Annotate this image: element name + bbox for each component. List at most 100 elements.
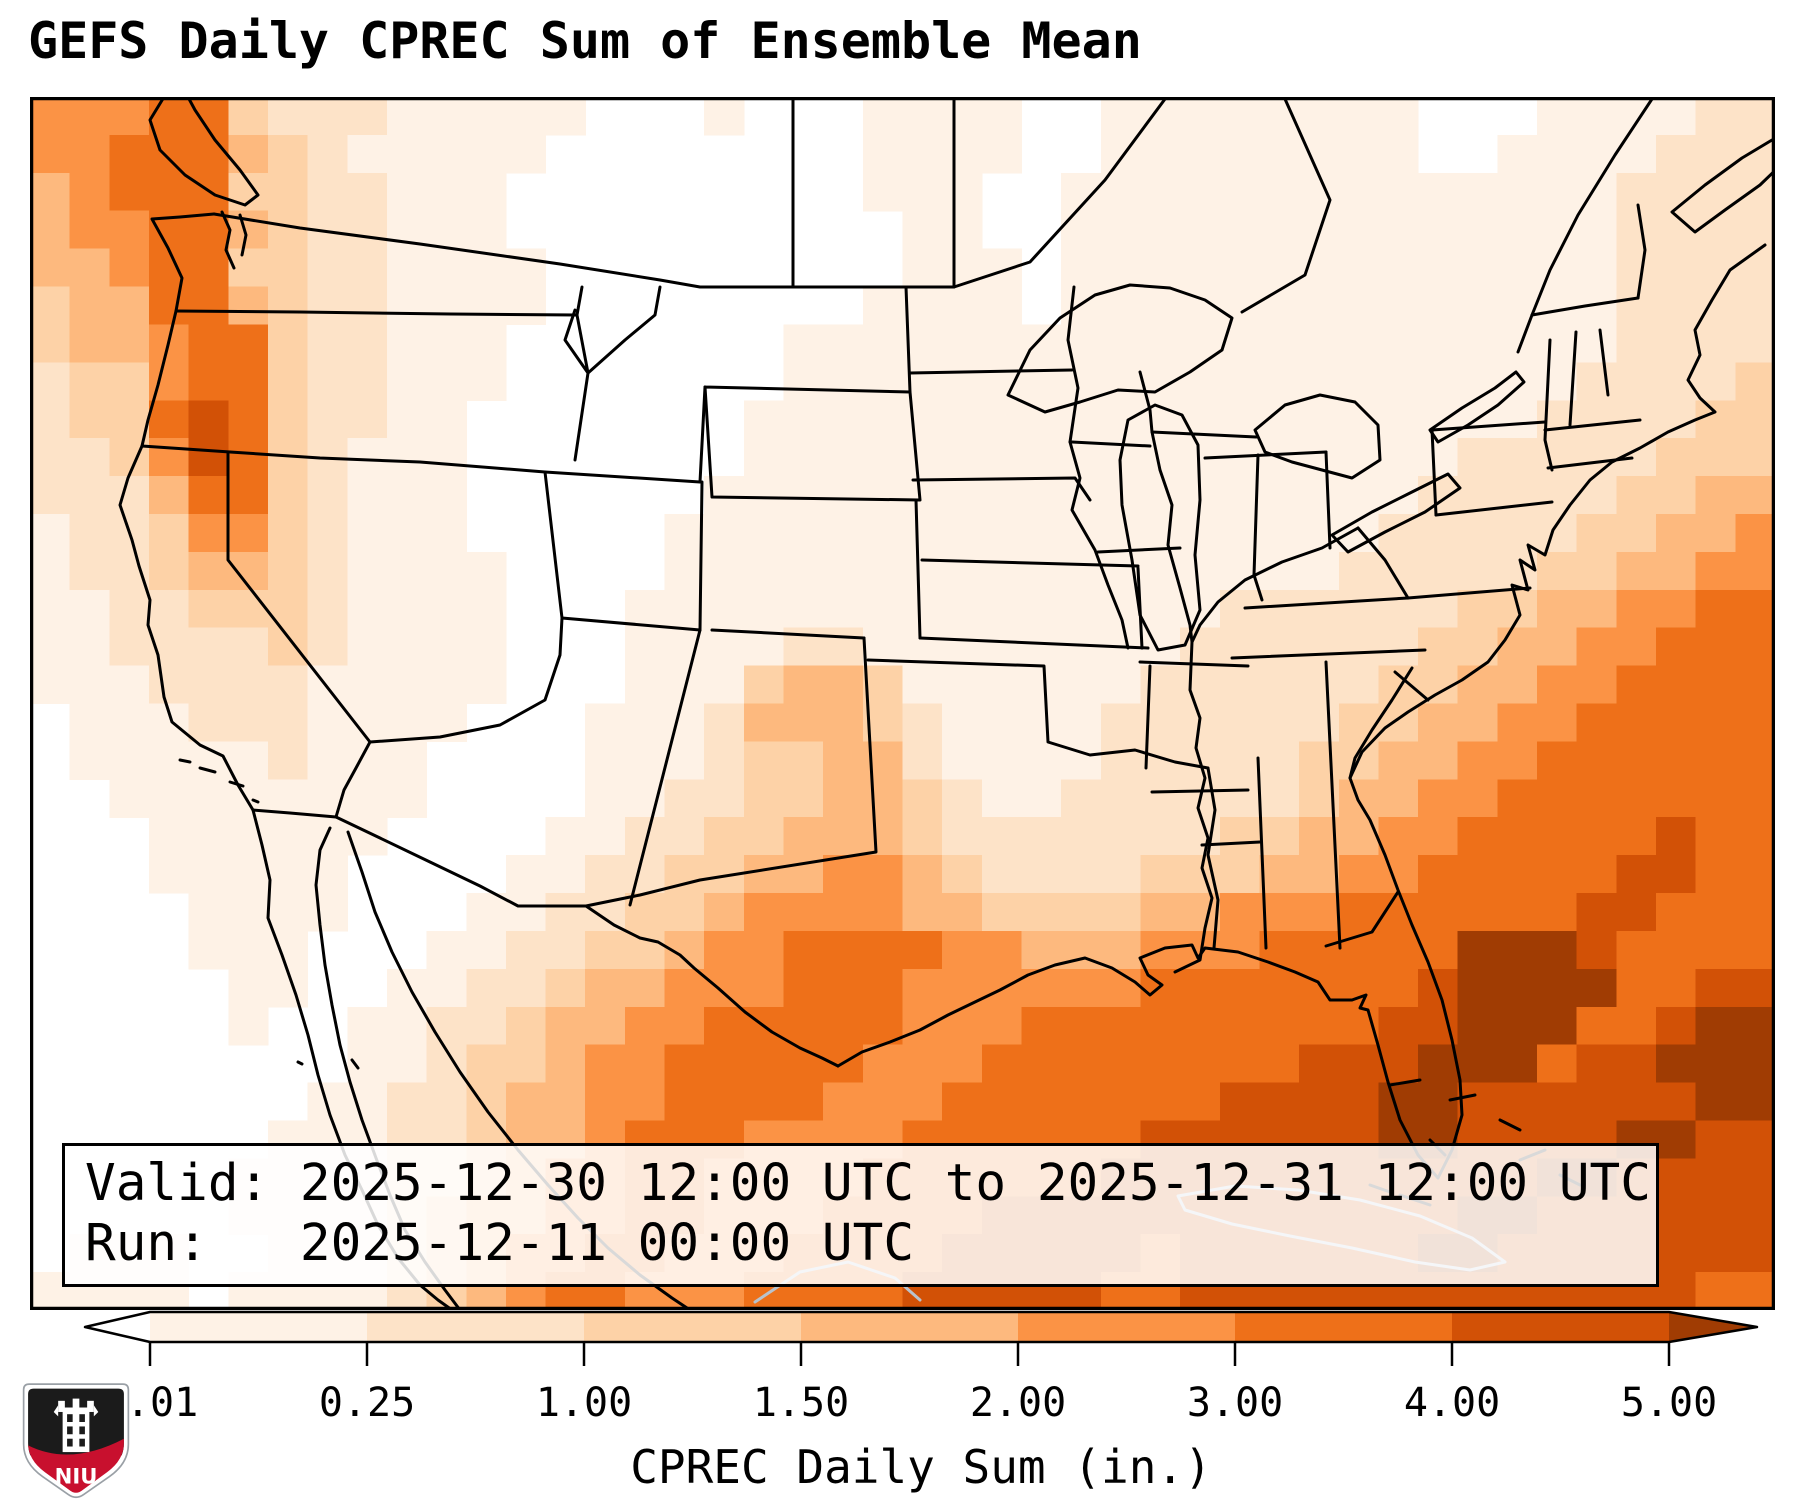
- precip-cell: [545, 1082, 586, 1122]
- precip-cell: [1576, 438, 1617, 477]
- precip-cell: [267, 741, 309, 780]
- precip-cell: [862, 893, 904, 932]
- precip-cell: [783, 324, 824, 363]
- precip-cell: [188, 703, 229, 743]
- precip-cell: [1338, 438, 1380, 477]
- precip-cell: [1140, 817, 1181, 856]
- precip-cell: [30, 513, 71, 553]
- precip-cell: [862, 134, 904, 174]
- precip-cell: [1299, 741, 1340, 780]
- precip-cell: [942, 1082, 983, 1122]
- precip-cell: [505, 248, 547, 288]
- precip-cell: [109, 551, 150, 591]
- precip-cell: [704, 779, 745, 818]
- precip-cell: [1457, 362, 1498, 401]
- precip-cell: [1378, 779, 1419, 818]
- precip-cell: [188, 589, 229, 629]
- precip-cell: [942, 400, 983, 439]
- precip-cell: [386, 1006, 428, 1046]
- id-west-border: [563, 285, 590, 462]
- precip-cell: [347, 513, 388, 553]
- precip-cell: [1497, 324, 1538, 363]
- info-box: Valid: 2025-12-30 12:00 UTC to 2025-12-3…: [62, 1143, 1659, 1287]
- precip-cell: [664, 817, 705, 856]
- precip-cell: [347, 476, 388, 515]
- precip-cell: [1616, 210, 1657, 250]
- precip-cell: [267, 855, 309, 894]
- precip-cell: [267, 210, 309, 250]
- precip-cell: [1180, 665, 1221, 705]
- precip-cell: [228, 589, 269, 629]
- precip-cell: [1418, 930, 1459, 970]
- precip-cell: [1656, 627, 1697, 667]
- precip-cell: [942, 134, 983, 174]
- precip-cell: [704, 665, 745, 705]
- ar-ok-border: [1144, 664, 1152, 770]
- precip-cell: [862, 1082, 904, 1122]
- precip-cell: [267, 665, 309, 705]
- precip-cell: [1021, 741, 1062, 780]
- precip-cell: [902, 513, 943, 553]
- precip-cell: [1100, 248, 1142, 288]
- precip-cell: [148, 817, 190, 856]
- precip-cell: [942, 627, 983, 667]
- precip-cell: [585, 817, 626, 856]
- precip-cell: [267, 134, 309, 174]
- precip-cell: [1576, 134, 1617, 174]
- precip-cell: [704, 1082, 745, 1122]
- precip-cell: [1695, 893, 1736, 932]
- precip-cell: [1219, 1044, 1261, 1084]
- precip-cell: [1299, 134, 1340, 174]
- colorbar-tick-label: 3.00: [1187, 1380, 1283, 1426]
- precip-cell: [228, 362, 269, 401]
- precip-cell: [1021, 665, 1062, 705]
- precip-cell: [228, 97, 269, 136]
- precip-cell: [69, 665, 110, 705]
- precip-cell: [1537, 476, 1578, 515]
- precip-cell: [862, 1044, 904, 1084]
- precip-cell: [1537, 855, 1578, 894]
- precip-cell: [1656, 1158, 1697, 1197]
- mo-ar-border: [1138, 660, 1250, 668]
- precip-cell: [228, 893, 269, 932]
- precip-cell: [1299, 248, 1340, 288]
- precip-cell: [1021, 551, 1062, 591]
- precip-cell: [664, 893, 705, 932]
- precip-cell: [307, 627, 348, 667]
- precip-cell: [1497, 779, 1538, 818]
- precip-cell: [1100, 741, 1142, 780]
- precip-cell: [1616, 551, 1657, 591]
- precip-cell: [704, 513, 745, 553]
- precip-cell: [1537, 1044, 1578, 1084]
- precip-cell: [1259, 286, 1300, 326]
- precip-cell: [862, 589, 904, 629]
- precip-cell: [426, 438, 467, 477]
- precip-cell: [585, 968, 626, 1008]
- precip-cell: [1180, 893, 1221, 932]
- precip-cell: [466, 551, 507, 591]
- precip-cell: [1576, 210, 1617, 250]
- precip-cell: [1656, 741, 1697, 780]
- precip-cell: [347, 627, 388, 667]
- precip-cell: [386, 589, 428, 629]
- precip-cell: [1299, 589, 1340, 629]
- ne-ks-border: [920, 558, 1140, 568]
- precip-cell: [1259, 968, 1300, 1008]
- precip-cell: [1338, 627, 1380, 667]
- precip-cell: [1219, 665, 1261, 705]
- precip-cell: [1338, 362, 1380, 401]
- precip-cell: [69, 400, 110, 439]
- precip-cell: [228, 324, 269, 363]
- precip-cell: [1576, 1082, 1617, 1122]
- nova-scotia-outline: [1670, 138, 1775, 234]
- precip-cell: [1100, 930, 1142, 970]
- precip-cell: [902, 210, 943, 250]
- precip-cell: [1497, 930, 1538, 970]
- precip-cell: [664, 589, 705, 629]
- precip-cell: [69, 513, 110, 553]
- precip-cell: [1180, 968, 1221, 1008]
- oh-pa-border: [1430, 428, 1438, 517]
- precip-cell: [1457, 1006, 1498, 1046]
- precip-cell: [386, 1044, 428, 1084]
- precip-cell: [783, 665, 824, 705]
